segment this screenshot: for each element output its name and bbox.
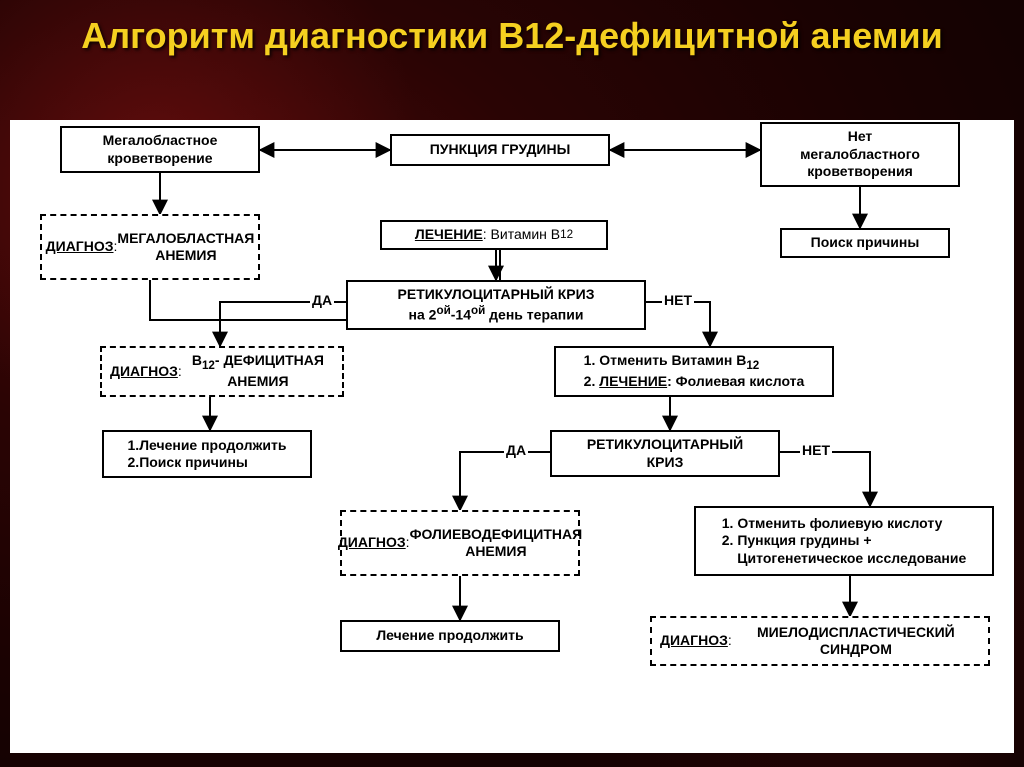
- flowchart-node: Нетмегалобластногокроветворения: [760, 122, 960, 187]
- flowchart-node: РЕТИКУЛОЦИТАРНЫЙ КРИЗна 2ой-14ой день те…: [346, 280, 646, 330]
- flowchart-canvas: ПУНКЦИЯ ГРУДИНЫ Мегалобластноекроветворен…: [10, 120, 1014, 753]
- flowchart-node: ДИАГНОЗ:МИЕЛОДИСПЛАСТИЧЕСКИЙ СИНДРОМ: [650, 616, 990, 666]
- edge-label: НЕТ: [662, 292, 694, 308]
- flowchart-node: 1. Отменить Витамин В122. ЛЕЧЕНИЕ: Фолие…: [554, 346, 834, 397]
- edge-label: ДА: [310, 292, 334, 308]
- flowchart-node: ДИАГНОЗ:МЕГАЛОБЛАСТНАЯАНЕМИЯ: [40, 214, 260, 280]
- slide-title: Алгоритм диагностики В12-дефицитной анем…: [0, 0, 1024, 67]
- flowchart-node: ДИАГНОЗ:В12- ДЕФИЦИТНАЯ АНЕМИЯ: [100, 346, 344, 397]
- flowchart-node: ЛЕЧЕНИЕ: Витамин В12: [380, 220, 608, 250]
- flowchart-node: ДИАГНОЗ:ФОЛИЕВОДЕФИЦИТНАЯАНЕМИЯ: [340, 510, 580, 576]
- flowchart-node: РЕТИКУЛОЦИТАРНЫЙКРИЗ: [550, 430, 780, 477]
- flowchart-node: Мегалобластноекроветворение: [60, 126, 260, 173]
- flowchart-node: Лечение продолжить: [340, 620, 560, 652]
- flowchart-node: 1.Лечение продолжить2.Поиск причины: [102, 430, 312, 478]
- flowchart-node: ПУНКЦИЯ ГРУДИНЫ: [390, 134, 610, 166]
- flowchart-node: Поиск причины: [780, 228, 950, 258]
- flowchart-node: 1. Отменить фолиевую кислоту2. Пункция г…: [694, 506, 994, 576]
- edge-label: НЕТ: [800, 442, 832, 458]
- edge-label: ДА: [504, 442, 528, 458]
